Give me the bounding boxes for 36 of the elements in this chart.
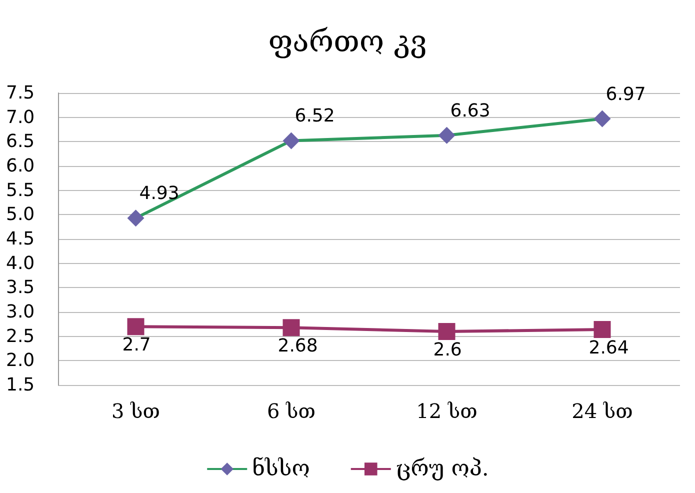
y-tick-label: 6.0 bbox=[6, 156, 35, 176]
legend-label: ცრუ ოპ. bbox=[396, 456, 489, 482]
data-label: 6.97 bbox=[606, 84, 646, 105]
y-tick-label: 3.0 bbox=[6, 302, 35, 322]
y-tick-label: 7.0 bbox=[6, 106, 35, 128]
point bbox=[438, 322, 456, 340]
y-tick-label: 5.5 bbox=[6, 180, 35, 201]
x-tick-label: 24 სთ bbox=[572, 399, 633, 423]
y-tick-label: 3.5 bbox=[6, 277, 35, 298]
data-label: 6.63 bbox=[450, 100, 490, 122]
point bbox=[127, 318, 144, 336]
point bbox=[594, 110, 611, 128]
y-tick-label: 2.0 bbox=[6, 350, 35, 372]
y-tick-label: 1.5 bbox=[6, 374, 35, 396]
data-label: 2.7 bbox=[122, 334, 151, 356]
chart-title: ფართო კვ bbox=[268, 24, 427, 60]
y-tick-label: 4.0 bbox=[6, 252, 35, 274]
point bbox=[282, 132, 300, 150]
x-tick-label: 12 სთ bbox=[416, 399, 478, 423]
point bbox=[594, 321, 611, 338]
data-label: 6.52 bbox=[294, 106, 335, 127]
y-tick-label: 5.0 bbox=[6, 204, 35, 226]
x-tick-label: 3 სთ bbox=[112, 399, 160, 423]
data-label: 2.64 bbox=[588, 338, 629, 359]
point bbox=[282, 319, 300, 336]
x-tick-label: 6 სთ bbox=[267, 399, 316, 423]
point bbox=[127, 210, 144, 227]
y-tick-label: 4.5 bbox=[6, 228, 35, 250]
point bbox=[438, 126, 456, 144]
data-label: 4.93 bbox=[139, 183, 180, 204]
data-label: 2.68 bbox=[278, 336, 318, 357]
y-tick-label: 6.5 bbox=[6, 131, 35, 152]
y-tick-label: 7.5 bbox=[6, 82, 35, 104]
legend-label: ნსსო bbox=[252, 456, 310, 482]
y-tick-label: 2.5 bbox=[6, 326, 35, 347]
data-label: 2.6 bbox=[433, 339, 462, 360]
